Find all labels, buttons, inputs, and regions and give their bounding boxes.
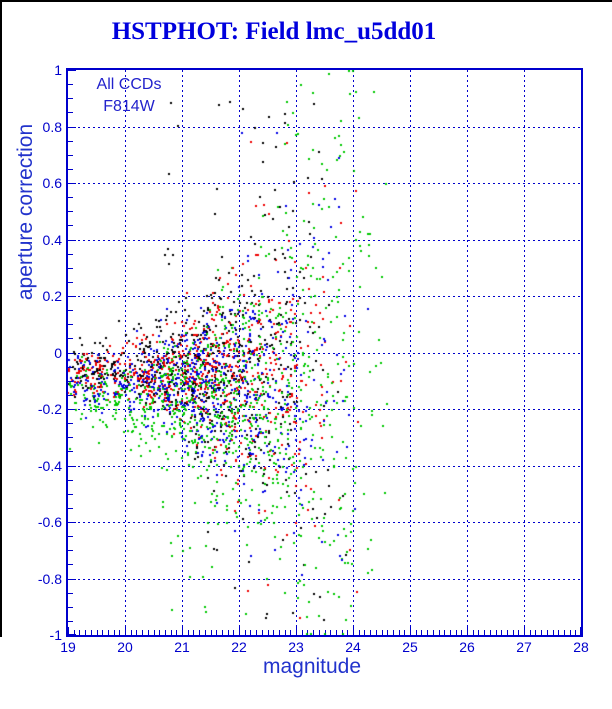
legend-line-filter: F814W [103,98,155,115]
x-tick-label-28: 28 [573,639,589,655]
y-tick-label--0.8: -0.8 [37,570,62,587]
x-tick-label-27: 27 [516,639,532,655]
x-tick-label-22: 22 [231,639,247,655]
y-tick-label-0.4: 0.4 [42,231,62,248]
y-tick-label--0.2: -0.2 [37,401,62,417]
y-tick-label-0.8: 0.8 [42,118,62,135]
x-tick-label-25: 25 [402,639,418,655]
x-axis-label: magnitude [262,655,362,678]
x-tick-label-21: 21 [174,639,190,655]
y-tick-label-0: 0 [54,344,62,361]
y-tick-label-0.6: 0.6 [42,175,62,191]
y-tick-label-0.2: 0.2 [42,288,62,304]
x-tick-label-20: 20 [117,639,133,655]
y-axis-label: aperture correction [14,123,37,301]
plot-legend: All CCDs F814W [88,74,170,118]
window-border-top [0,0,612,2]
chart-title: HSTPHOT: Field lmc_u5dd01 [111,18,437,45]
scatter-points-canvas [68,70,581,635]
x-tick-label-19: 19 [60,639,76,655]
x-tick-label-23: 23 [288,639,304,655]
x-tick-label-26: 26 [459,639,475,655]
y-tick-label--0.4: -0.4 [37,457,62,474]
plot-area [66,68,583,637]
window-border-left [0,0,2,637]
x-tick-label-24: 24 [345,639,361,655]
y-tick-label--0.6: -0.6 [37,514,62,530]
y-tick-label--1: -1 [49,627,62,643]
y-tick-label-1: 1 [54,62,62,78]
legend-line-ccds: All CCDs [96,76,162,93]
